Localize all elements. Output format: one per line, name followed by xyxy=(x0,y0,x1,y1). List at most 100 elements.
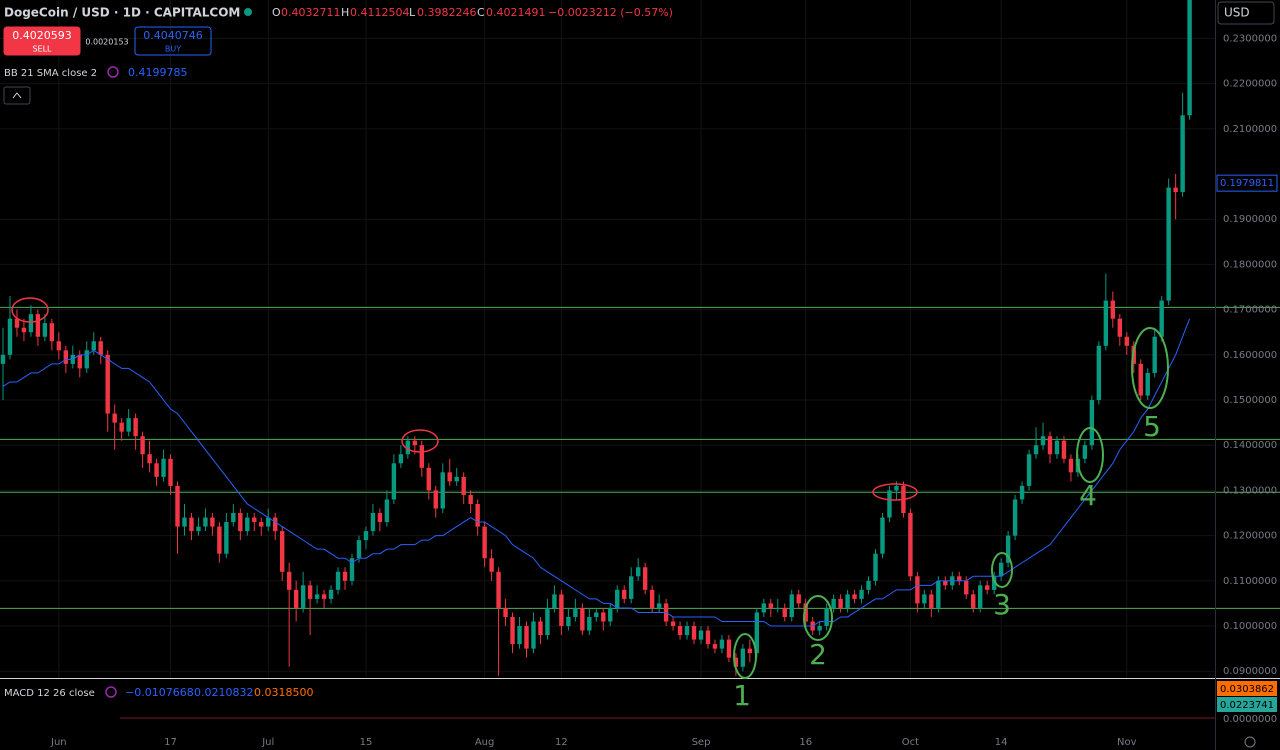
candle-body xyxy=(782,607,787,617)
candle-body xyxy=(203,517,208,527)
candle-body xyxy=(594,612,599,617)
price-badge xyxy=(1216,174,1278,192)
candle-body xyxy=(908,513,913,577)
candle-body xyxy=(552,594,557,608)
candle-body xyxy=(356,540,362,559)
candle-body xyxy=(119,422,124,432)
spread: 0.0020153 xyxy=(85,38,128,47)
candle-body xyxy=(1166,187,1171,301)
candle-body xyxy=(496,571,501,608)
candle-body xyxy=(245,517,250,532)
x-tick-label: 15 xyxy=(360,737,373,748)
candle-body xyxy=(1103,300,1109,346)
candle-body xyxy=(1068,458,1074,473)
candle-body xyxy=(328,589,334,599)
candle-body xyxy=(1054,440,1060,455)
candle-body xyxy=(761,603,767,613)
candle-body xyxy=(775,607,780,609)
candle-body xyxy=(182,517,187,527)
indicator-settings[interactable] xyxy=(107,66,119,78)
x-tick-label: 17 xyxy=(164,737,177,748)
candle-body xyxy=(168,458,173,486)
candle-body xyxy=(635,567,641,577)
candle-body xyxy=(524,626,529,649)
close-label: C xyxy=(477,6,485,19)
macd-axis-badge xyxy=(1217,697,1277,712)
candle-body xyxy=(719,639,725,649)
wave-ellipse xyxy=(991,552,1013,588)
bb-legend: BB 21 SMA close 2 xyxy=(4,68,97,79)
settings-icon[interactable] xyxy=(1244,736,1256,748)
x-tick-label: Jun xyxy=(50,737,67,748)
low-label: L xyxy=(409,6,416,19)
sell-price: 0.4020593 xyxy=(12,29,72,42)
candle-body xyxy=(252,517,257,523)
candle-body xyxy=(622,589,627,599)
candle-body xyxy=(147,454,152,464)
y-tick-label: 0.0900000 xyxy=(1223,666,1277,677)
candle-body xyxy=(1096,345,1102,401)
macd-value: −0.0107668 xyxy=(125,686,194,699)
candle-body xyxy=(1180,115,1185,193)
candle-body xyxy=(677,626,683,636)
candle-body xyxy=(335,571,341,590)
candle-body xyxy=(196,526,201,532)
candle-body xyxy=(28,314,34,333)
candle-body xyxy=(35,314,41,337)
candle-body xyxy=(259,522,264,527)
candle-body xyxy=(321,594,327,599)
candle-body xyxy=(1005,535,1011,563)
candle-body xyxy=(482,526,487,559)
peak-ellipse xyxy=(872,483,918,501)
candle-body xyxy=(768,603,773,608)
candle-body xyxy=(300,585,306,608)
buy-button[interactable] xyxy=(134,26,212,56)
macd-signal: 0.0210832 xyxy=(194,686,254,699)
candle-body xyxy=(866,580,871,590)
currency: USD xyxy=(1224,6,1250,20)
macd-hist: 0.0318500 xyxy=(254,686,314,699)
candle-body xyxy=(286,571,292,590)
candle-body xyxy=(314,594,320,599)
candle-body xyxy=(894,485,899,491)
y-tick-label: 0.1300000 xyxy=(1223,485,1277,496)
wave-label: 3 xyxy=(993,588,1011,621)
candle-body xyxy=(684,626,690,636)
buy-price: 0.4040746 xyxy=(143,29,203,42)
candle-body xyxy=(957,576,962,581)
indicator-settings[interactable] xyxy=(105,686,117,698)
candle-body xyxy=(705,630,711,645)
candle-body xyxy=(419,445,424,468)
collapse-button[interactable] xyxy=(3,86,31,105)
wave-markers xyxy=(733,327,1169,679)
candle-body xyxy=(1110,300,1116,319)
macd-axis-label: 0.0000000 xyxy=(1223,714,1277,725)
candle-body xyxy=(510,616,515,645)
sell-button[interactable] xyxy=(3,26,81,56)
candle-body xyxy=(0,354,6,364)
x-tick-label: Jul xyxy=(261,737,274,748)
macd-axis-label: 0.0303862 xyxy=(1220,684,1274,695)
candle-body xyxy=(943,580,948,586)
candle-body xyxy=(1061,440,1067,459)
x-tick-label: Sep xyxy=(692,737,711,748)
candle-body xyxy=(503,607,508,617)
currency-button[interactable] xyxy=(1217,1,1275,25)
candle-body xyxy=(964,580,969,595)
candle-body xyxy=(824,607,829,627)
candle-body xyxy=(468,494,473,504)
candle-body xyxy=(433,490,438,509)
candle-body xyxy=(280,531,285,572)
candle-body xyxy=(210,517,215,527)
candle-body xyxy=(412,440,418,446)
candle-body xyxy=(1026,454,1032,486)
buy-label: BUY xyxy=(165,45,181,54)
candle-body xyxy=(817,626,822,631)
candle-body xyxy=(77,354,82,369)
candle-body xyxy=(880,517,885,554)
change-value: −0.0023212 (−0.57%) xyxy=(548,6,673,19)
y-tick-label: 0.1900000 xyxy=(1223,214,1277,225)
candle-body xyxy=(405,440,411,455)
candle-body xyxy=(231,513,236,523)
wave-ellipse xyxy=(803,595,833,641)
